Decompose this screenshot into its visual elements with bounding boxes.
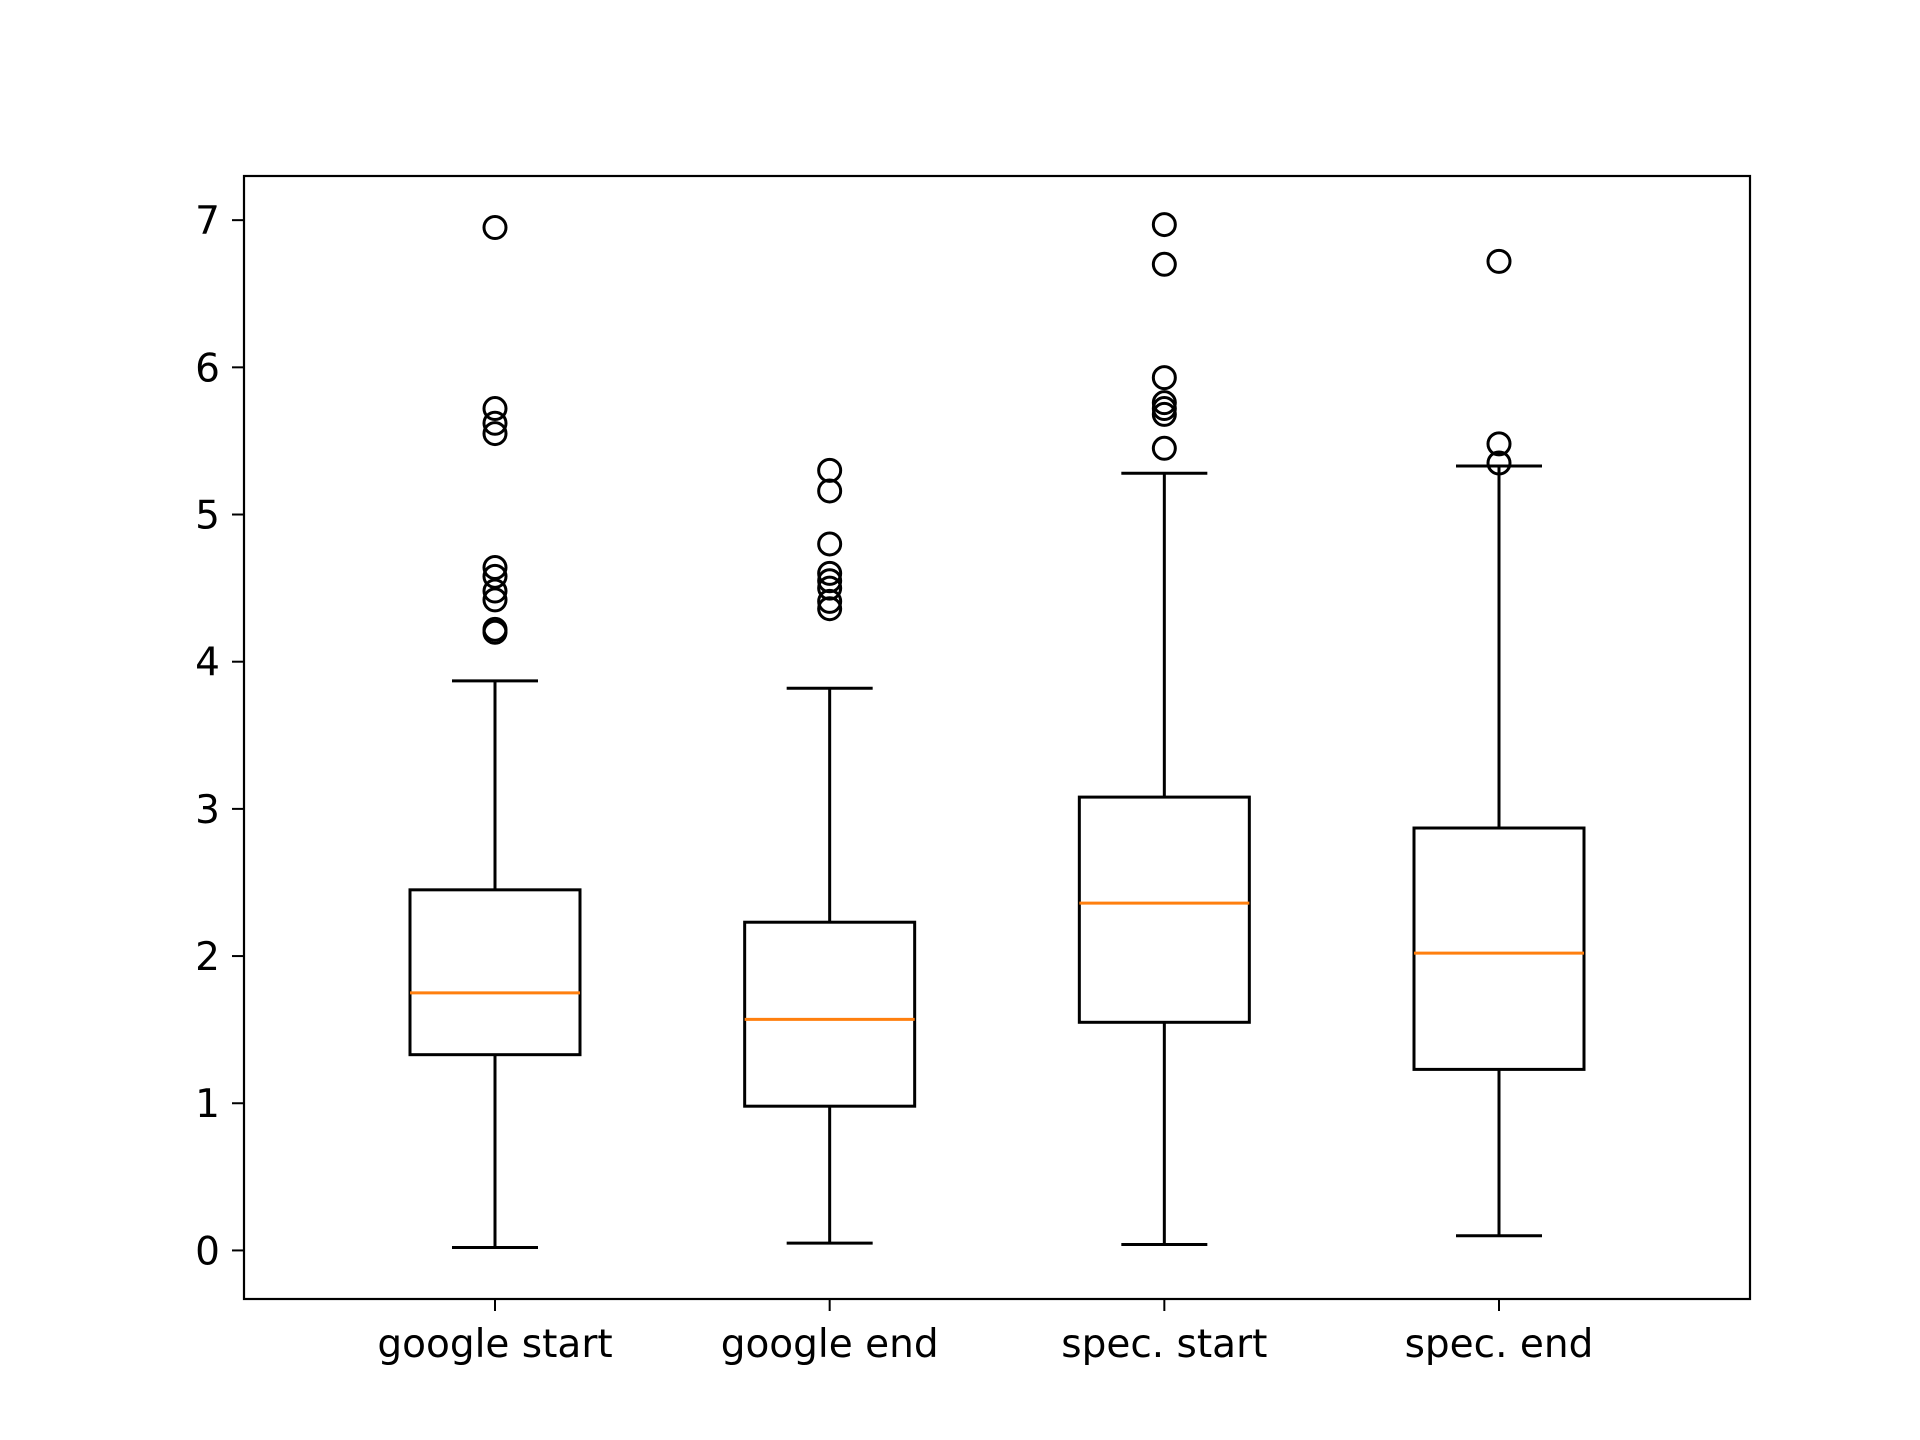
outlier-point xyxy=(1486,450,1512,476)
iqr-box xyxy=(1077,795,1251,1024)
outlier-point xyxy=(482,410,508,436)
x-tick-label: spec. end xyxy=(1405,1322,1594,1367)
y-tick-label: 5 xyxy=(195,494,220,539)
outlier-point xyxy=(817,560,843,586)
x-tick-label: spec. start xyxy=(1061,1322,1267,1367)
iqr-box xyxy=(408,888,582,1057)
outlier-point xyxy=(482,563,508,589)
y-tick-label: 4 xyxy=(195,641,220,686)
box-group-1 xyxy=(743,457,917,1245)
iqr-box xyxy=(743,920,917,1108)
iqr-box xyxy=(1412,826,1586,1071)
outlier-point xyxy=(1486,431,1512,457)
outlier-point xyxy=(1151,251,1177,277)
outlier-point xyxy=(817,568,843,594)
outlier-point xyxy=(482,555,508,581)
x-tick-label: google start xyxy=(377,1322,612,1367)
outlier-point xyxy=(817,575,843,601)
outlier-point xyxy=(1151,390,1177,416)
y-tick-label: 1 xyxy=(195,1082,220,1127)
outlier-point xyxy=(482,587,508,613)
y-tick-label: 2 xyxy=(195,935,220,980)
outlier-point xyxy=(482,578,508,604)
box-group-3 xyxy=(1412,248,1586,1238)
y-tick-label: 0 xyxy=(195,1229,220,1274)
y-tick-label: 7 xyxy=(195,199,220,244)
box-group-0 xyxy=(408,215,582,1249)
outlier-point xyxy=(817,531,843,557)
outlier-point xyxy=(1151,212,1177,238)
plot-area xyxy=(408,212,1586,1249)
outlier-point xyxy=(482,616,508,642)
outlier-point xyxy=(482,215,508,241)
x-tick-label: google end xyxy=(721,1322,939,1367)
axes: 0 1 2 3 4 5 6 7 google start google end spec. star… xyxy=(195,174,1752,1367)
outlier-point xyxy=(817,457,843,483)
outlier-point xyxy=(1486,248,1512,274)
box-group-2 xyxy=(1077,212,1251,1247)
outlier-point xyxy=(1151,365,1177,391)
outlier-point xyxy=(482,396,508,422)
axes-frame xyxy=(242,174,1752,1301)
y-tick-label: 3 xyxy=(195,788,220,833)
outlier-point xyxy=(482,421,508,447)
y-tick-label: 6 xyxy=(195,346,220,391)
outlier-point xyxy=(1151,435,1177,461)
